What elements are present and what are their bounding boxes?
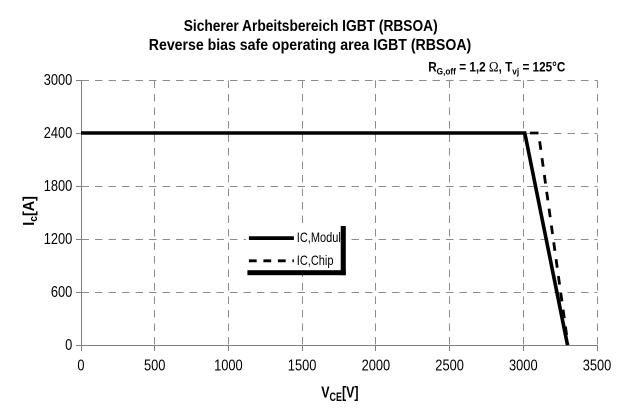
- svg-text:IC,Chip: IC,Chip: [297, 253, 334, 268]
- svg-text:IC,Modul: IC,Modul: [297, 230, 341, 245]
- svg-text:1000: 1000: [214, 357, 243, 374]
- svg-text:Sicherer Arbeitsbereich IGBT (: Sicherer Arbeitsbereich IGBT (RBSOA): [184, 18, 438, 35]
- svg-text:500: 500: [144, 357, 166, 374]
- svg-text:2400: 2400: [44, 125, 73, 142]
- svg-text:3500: 3500: [583, 357, 612, 374]
- svg-text:1500: 1500: [288, 357, 317, 374]
- svg-text:2500: 2500: [435, 357, 464, 374]
- svg-text:0: 0: [77, 357, 84, 374]
- svg-text:3000: 3000: [509, 357, 538, 374]
- svg-text:1200: 1200: [44, 231, 73, 248]
- svg-text:Reverse bias safe operating ar: Reverse bias safe operating area IGBT (R…: [149, 36, 471, 54]
- svg-text:RG,off = 1,2 Ω, Tvj = 125°C: RG,off = 1,2 Ω, Tvj = 125°C: [428, 59, 565, 77]
- svg-text:600: 600: [51, 284, 73, 301]
- svg-text:1800: 1800: [44, 178, 73, 195]
- svg-text:2000: 2000: [362, 357, 391, 374]
- svg-text:3000: 3000: [44, 72, 73, 89]
- svg-text:0: 0: [65, 337, 72, 354]
